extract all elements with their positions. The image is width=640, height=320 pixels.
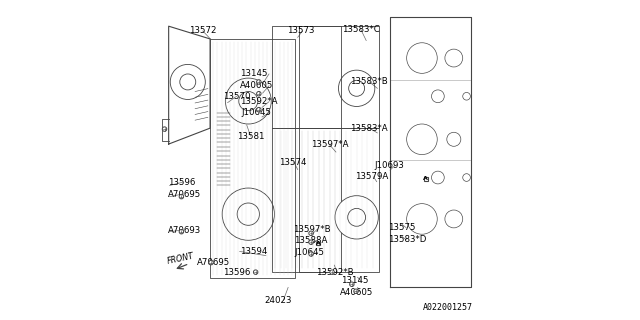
Text: 13594: 13594 — [240, 247, 267, 256]
Circle shape — [179, 195, 184, 199]
Text: 13579A: 13579A — [355, 172, 388, 181]
Circle shape — [209, 260, 213, 265]
Text: 13588A: 13588A — [294, 236, 328, 245]
Text: 13583*B: 13583*B — [350, 77, 388, 86]
Circle shape — [309, 231, 314, 236]
Text: FRONT: FRONT — [166, 251, 195, 266]
Circle shape — [349, 282, 354, 286]
Text: 13573: 13573 — [287, 27, 314, 36]
Circle shape — [253, 270, 258, 274]
Text: 13570: 13570 — [223, 92, 250, 101]
Text: A40605: A40605 — [240, 81, 273, 90]
Circle shape — [339, 70, 375, 107]
Text: 13596: 13596 — [223, 268, 250, 277]
Text: A40605: A40605 — [340, 288, 374, 297]
Circle shape — [309, 252, 314, 256]
Circle shape — [309, 240, 314, 244]
Text: 13581: 13581 — [237, 132, 264, 140]
Circle shape — [225, 78, 271, 124]
Text: 13145: 13145 — [241, 69, 268, 78]
Text: 13583*A: 13583*A — [350, 124, 388, 132]
Text: 13597*A: 13597*A — [311, 140, 349, 149]
Circle shape — [257, 92, 261, 96]
Text: A022001257: A022001257 — [423, 303, 473, 312]
Circle shape — [179, 229, 184, 234]
Text: 13597*B: 13597*B — [293, 225, 330, 234]
Text: J10645: J10645 — [241, 108, 271, 117]
Text: 13574: 13574 — [278, 158, 306, 167]
Circle shape — [163, 127, 167, 131]
Circle shape — [335, 196, 378, 239]
Text: 13583*C: 13583*C — [342, 25, 380, 34]
Circle shape — [330, 270, 334, 274]
Text: 13572: 13572 — [189, 27, 217, 36]
Text: A: A — [316, 241, 321, 246]
Text: 13592*B: 13592*B — [316, 268, 354, 277]
Text: J10693: J10693 — [375, 161, 404, 170]
Text: 24023: 24023 — [264, 296, 292, 305]
Circle shape — [257, 80, 261, 84]
Text: A: A — [423, 176, 428, 181]
Text: J10645: J10645 — [294, 248, 324, 257]
Text: A70695: A70695 — [197, 258, 230, 267]
Circle shape — [222, 188, 275, 240]
Text: A70695: A70695 — [168, 189, 201, 199]
Text: 13592*A: 13592*A — [240, 97, 277, 106]
Text: 13575: 13575 — [388, 223, 416, 232]
Circle shape — [354, 289, 358, 293]
Text: A70693: A70693 — [168, 226, 201, 235]
Text: 13596: 13596 — [168, 178, 195, 187]
Text: 13583*D: 13583*D — [388, 235, 427, 244]
Circle shape — [257, 108, 261, 112]
Text: 13145: 13145 — [340, 276, 368, 285]
